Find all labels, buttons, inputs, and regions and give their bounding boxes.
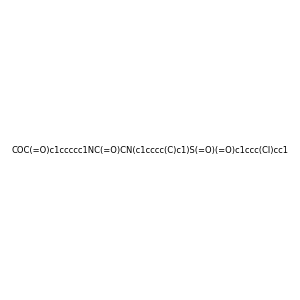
Text: COC(=O)c1ccccc1NC(=O)CN(c1cccc(C)c1)S(=O)(=O)c1ccc(Cl)cc1: COC(=O)c1ccccc1NC(=O)CN(c1cccc(C)c1)S(=O… [11, 146, 289, 154]
